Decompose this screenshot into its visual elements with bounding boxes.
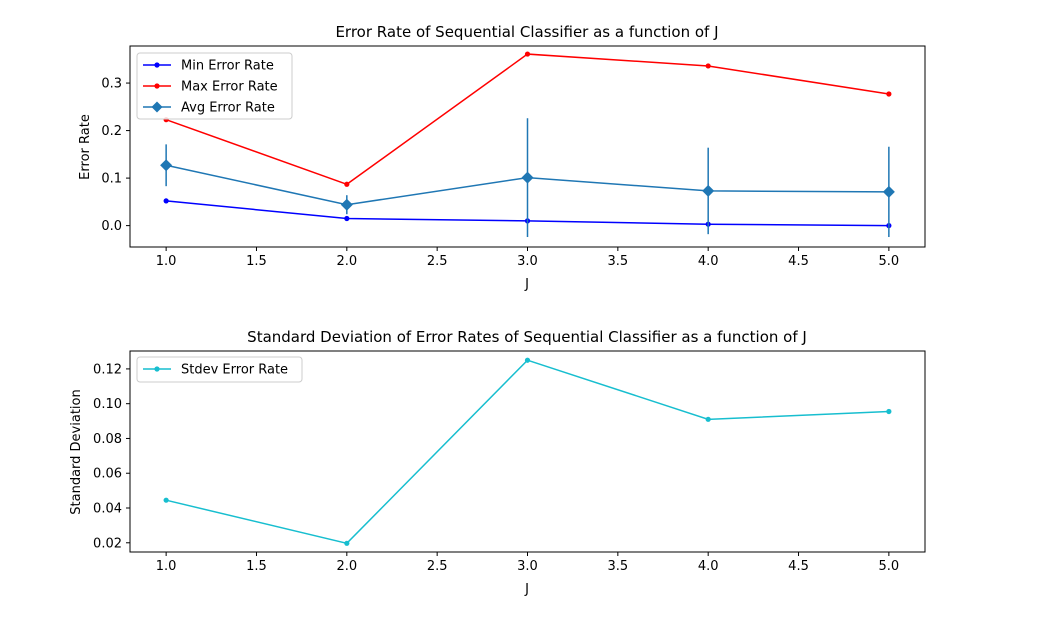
stdev-chart: Standard Deviation of Error Rates of Seq… xyxy=(69,328,926,597)
legend-label: Avg Error Rate xyxy=(181,101,275,116)
legend-marker xyxy=(151,101,163,113)
legend-box xyxy=(136,52,293,120)
x-tick-label: 3.5 xyxy=(607,254,628,269)
data-point xyxy=(705,63,711,69)
data-point xyxy=(524,357,531,363)
data-point xyxy=(344,181,350,187)
legend-label: Min Error Rate xyxy=(181,59,274,74)
series-line xyxy=(165,359,889,545)
data-point xyxy=(702,184,715,197)
y-tick-label: 0.10 xyxy=(93,397,122,412)
y-tick-label: 0.2 xyxy=(101,124,122,139)
x-axis-label: J xyxy=(524,277,529,292)
x-tick-label: 2.5 xyxy=(427,559,448,574)
x-tick-label: 2.0 xyxy=(336,559,357,574)
x-tick-label: 3.0 xyxy=(517,254,538,269)
legend-marker xyxy=(154,62,160,68)
plot-frame xyxy=(129,45,926,248)
x-tick-label: 4.5 xyxy=(788,254,809,269)
x-tick-label: 3.0 xyxy=(517,559,538,574)
x-tick-label: 2.0 xyxy=(336,254,357,269)
data-point xyxy=(524,51,531,57)
y-axis-label: Standard Deviation xyxy=(69,389,84,514)
y-axis-label: Error Rate xyxy=(78,114,93,180)
data-point xyxy=(886,91,892,97)
x-tick-label: 2.5 xyxy=(427,254,448,269)
data-point xyxy=(344,215,350,222)
data-point xyxy=(705,416,711,422)
legend-box xyxy=(136,356,303,383)
x-axis-label: J xyxy=(524,582,529,597)
y-tick-label: 0.12 xyxy=(93,362,122,377)
plot-frame xyxy=(129,350,926,553)
y-tick-label: 0.04 xyxy=(93,502,122,517)
y-tick-label: 0.3 xyxy=(101,77,122,92)
x-tick-label: 4.5 xyxy=(788,559,809,574)
y-tick-label: 0.08 xyxy=(93,432,122,447)
data-point xyxy=(163,497,169,503)
x-tick-label: 3.5 xyxy=(607,559,628,574)
x-tick-label: 5.0 xyxy=(879,254,900,269)
data-point xyxy=(521,171,534,184)
x-tick-label: 1.5 xyxy=(246,254,267,269)
legend-marker xyxy=(154,366,160,372)
chart-title: Error Rate of Sequential Classifier as a… xyxy=(335,23,718,41)
data-point xyxy=(163,198,169,204)
data-point xyxy=(340,198,353,211)
x-tick-label: 1.5 xyxy=(246,559,267,574)
y-tick-label: 0.06 xyxy=(93,467,122,482)
y-tick-label: 0.1 xyxy=(101,172,122,187)
data-point xyxy=(160,159,173,172)
chart-title: Standard Deviation of Error Rates of Seq… xyxy=(247,328,807,346)
data-point xyxy=(886,408,892,415)
legend-marker xyxy=(154,83,160,89)
legend-label: Stdev Error Rate xyxy=(181,363,288,378)
data-point xyxy=(344,540,350,546)
x-tick-label: 1.0 xyxy=(156,559,177,574)
x-tick-label: 4.0 xyxy=(698,254,719,269)
error-rate-chart: Error Rate of Sequential Classifier as a… xyxy=(78,23,926,292)
x-tick-label: 1.0 xyxy=(156,254,177,269)
x-tick-label: 5.0 xyxy=(879,559,900,574)
y-tick-label: 0.02 xyxy=(93,536,122,551)
x-tick-label: 4.0 xyxy=(698,559,719,574)
y-tick-label: 0.0 xyxy=(101,219,122,234)
legend-label: Max Error Rate xyxy=(181,80,278,95)
data-point xyxy=(882,185,895,198)
